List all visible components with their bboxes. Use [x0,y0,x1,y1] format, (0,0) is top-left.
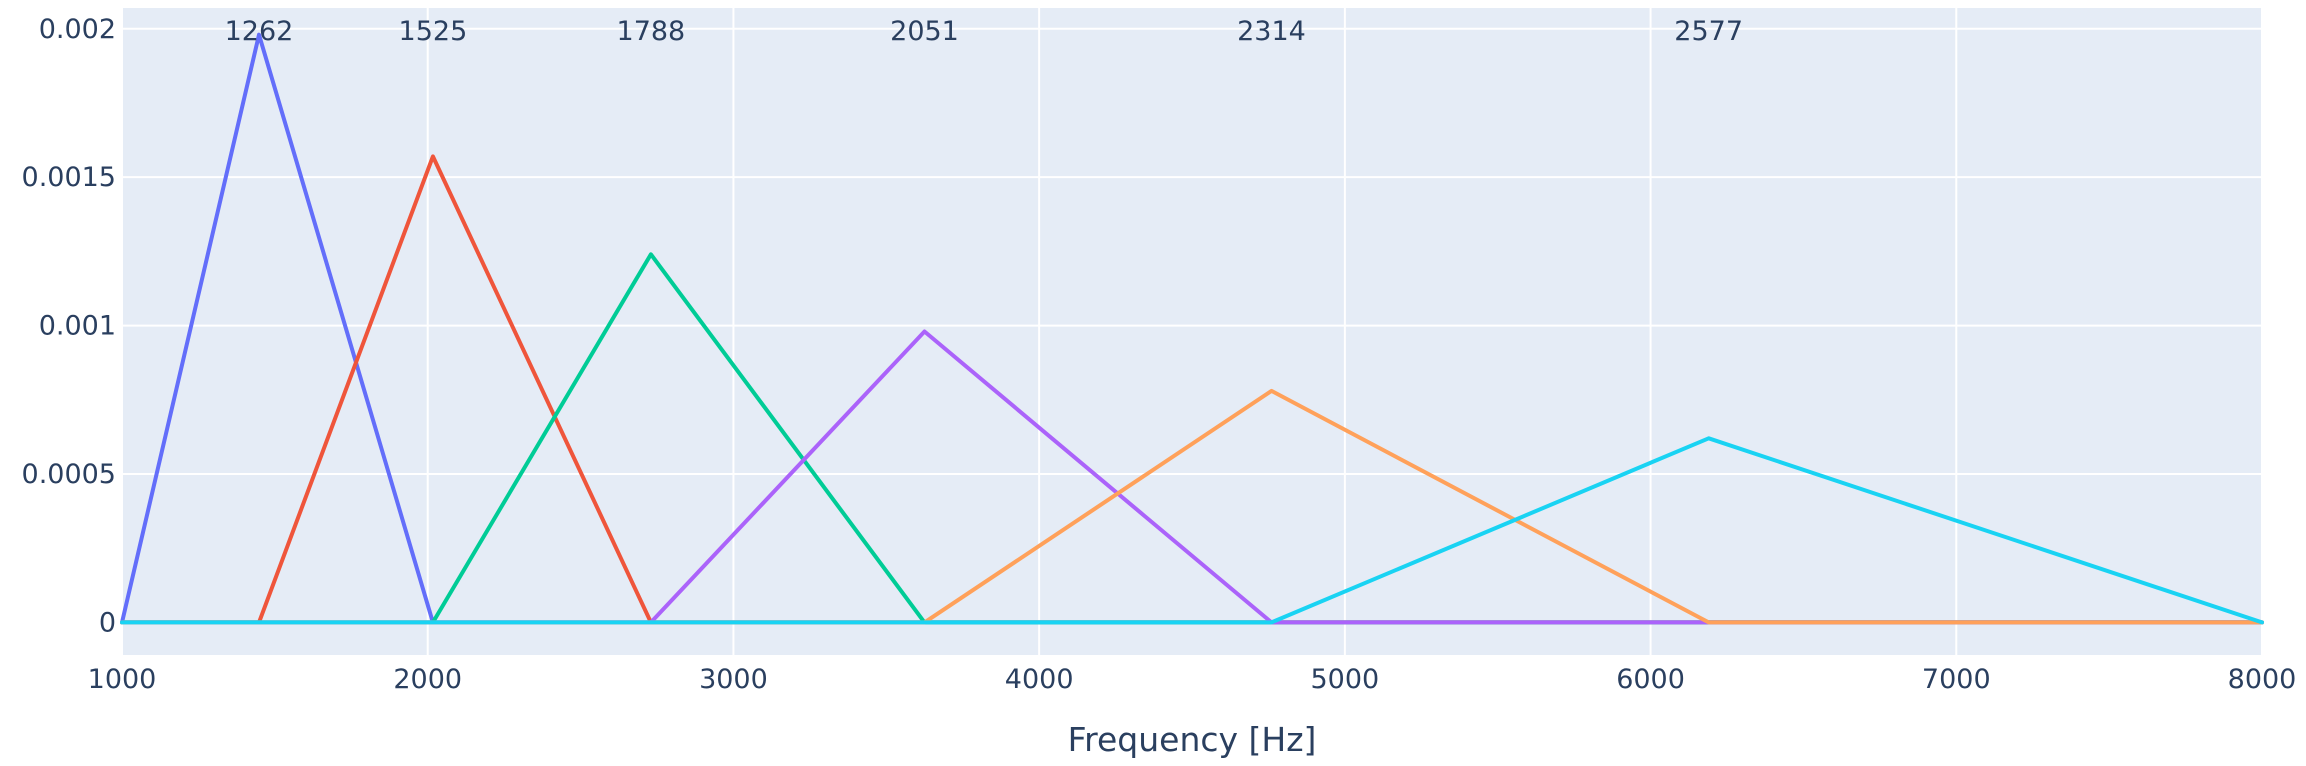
peak-label: 1262 [225,16,294,47]
peak-annotations: 1262 1525 1788 2051 2314 2577 [225,16,1743,47]
x-axis-title: Frequency [Hz] [1068,720,1317,759]
x-tick-label: 4000 [1005,664,1074,695]
x-tick-label: 7000 [1922,664,1991,695]
x-tick-label: 5000 [1310,664,1379,695]
y-tick-label: 0.0015 [22,162,116,193]
x-tick-label: 2000 [393,664,462,695]
y-tick-labels: 0 0.0005 0.001 0.0015 0.002 [22,14,116,639]
y-tick-label: 0 [99,607,116,638]
x-tick-label: 6000 [1616,664,1685,695]
y-tick-label: 0.001 [39,311,116,342]
y-tick-label: 0.002 [39,14,116,45]
x-tick-label: 3000 [699,664,768,695]
x-tick-labels: 1000 2000 3000 4000 5000 6000 7000 8000 [88,664,2297,695]
peak-label: 2577 [1674,16,1743,47]
series-line-6 [120,436,2264,625]
x-tick-label: 1000 [88,664,157,695]
peak-label: 2051 [890,16,959,47]
x-tick-label: 8000 [2228,664,2297,695]
y-tick-label: 0.0005 [22,459,116,490]
peak-label: 2314 [1237,16,1306,47]
peak-label: 1788 [617,16,686,47]
peak-label: 1525 [399,16,468,47]
series-lines [120,32,2264,625]
